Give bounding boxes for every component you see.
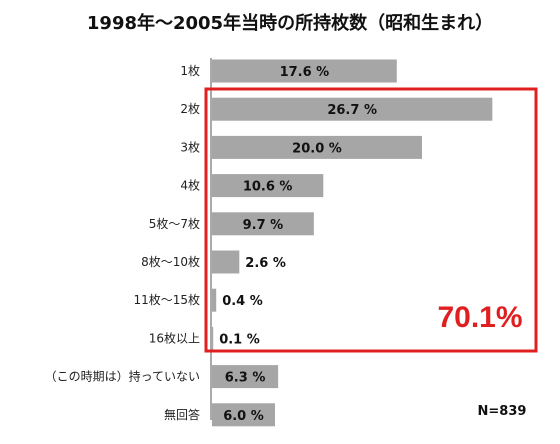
data-label: 6.0 % bbox=[223, 409, 264, 424]
data-label: 6.3 % bbox=[225, 371, 266, 386]
category-label: 無回答 bbox=[164, 407, 200, 422]
bar bbox=[212, 212, 314, 236]
category-label: 11枚～15枚 bbox=[133, 292, 200, 307]
data-label: 9.7 % bbox=[243, 218, 284, 233]
bar bbox=[212, 326, 214, 350]
category-label: 5枚～7枚 bbox=[149, 216, 200, 231]
data-label: 0.1 % bbox=[219, 332, 260, 347]
data-label: 10.6 % bbox=[243, 180, 293, 195]
highlight-box bbox=[204, 87, 538, 353]
data-label: 2.6 % bbox=[245, 256, 286, 271]
data-label: 17.6 % bbox=[280, 65, 330, 80]
category-label: 16枚以上 bbox=[149, 330, 200, 345]
category-label: （この時期は）持っていない bbox=[45, 369, 200, 384]
category-label: 4枚 bbox=[180, 178, 200, 193]
bar bbox=[212, 135, 422, 159]
data-label: 0.4 % bbox=[222, 294, 263, 309]
data-label: 26.7 % bbox=[327, 103, 377, 118]
data-label: 20.0 % bbox=[292, 141, 342, 156]
sample-size-label: N=839 bbox=[478, 404, 527, 419]
category-label: 2枚 bbox=[180, 101, 200, 116]
category-label: 1枚 bbox=[180, 63, 200, 78]
highlight-label: 70.1% bbox=[437, 301, 522, 334]
category-label: 3枚 bbox=[180, 139, 200, 154]
bar bbox=[212, 59, 397, 83]
bar bbox=[212, 97, 493, 121]
bar bbox=[212, 403, 275, 427]
bar bbox=[212, 250, 240, 274]
bar bbox=[212, 288, 217, 312]
bar bbox=[212, 365, 279, 389]
chart-title: 1998年～2005年当時の所持枚数（昭和生まれ） bbox=[87, 12, 493, 34]
bar bbox=[212, 174, 324, 198]
category-label: 8枚～10枚 bbox=[141, 254, 200, 269]
